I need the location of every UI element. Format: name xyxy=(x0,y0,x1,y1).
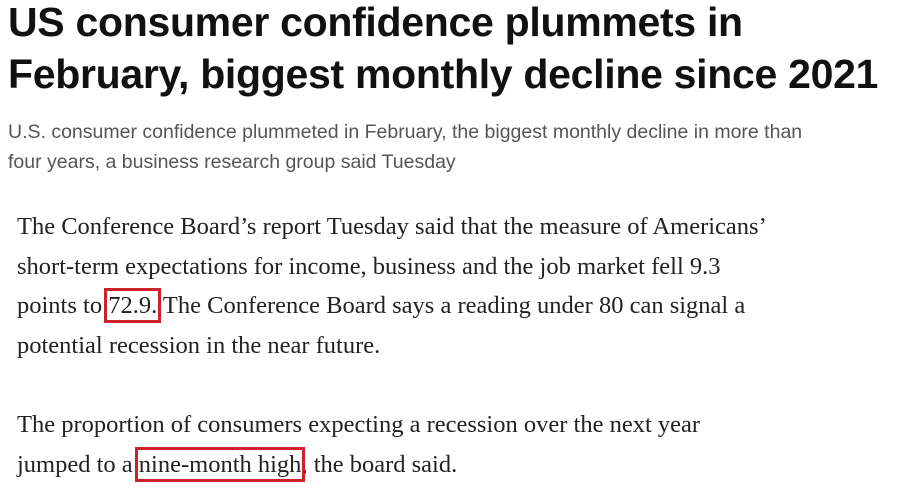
paragraph-line: jumped to a nine-month high, the board s… xyxy=(17,445,700,485)
headline-line: February, biggest monthly decline since … xyxy=(8,51,879,97)
text: , the board said. xyxy=(301,450,458,478)
subtitle: U.S. consumer confidence plummeted in Fe… xyxy=(8,117,802,177)
subtitle-line: four years, a business research group sa… xyxy=(8,151,456,173)
paragraph-line: The proportion of consumers expecting a … xyxy=(17,411,701,438)
text: points to xyxy=(17,292,109,319)
body-paragraph-1: The Conference Board’s report Tuesday sa… xyxy=(17,207,767,365)
text: The Conference Board says a reading unde… xyxy=(157,292,746,319)
paragraph-line: potential recession in the near future. xyxy=(17,331,381,359)
body-paragraph-2: The proportion of consumers expecting a … xyxy=(17,405,700,484)
highlighted-value: 72.9. xyxy=(104,288,162,323)
headline-line: US consumer confidence plummets in xyxy=(8,0,743,45)
headline: US consumer confidence plummets in Febru… xyxy=(8,0,878,100)
subtitle-line: U.S. consumer confidence plummeted in Fe… xyxy=(8,121,803,143)
text: jumped to a xyxy=(17,450,139,478)
paragraph-line: The Conference Board’s report Tuesday sa… xyxy=(17,213,767,240)
paragraph-line: points to 72.9. The Conference Board say… xyxy=(17,286,767,326)
highlighted-phrase: nine-month high xyxy=(134,446,306,482)
paragraph-line: short-term expectations for income, busi… xyxy=(17,252,721,280)
